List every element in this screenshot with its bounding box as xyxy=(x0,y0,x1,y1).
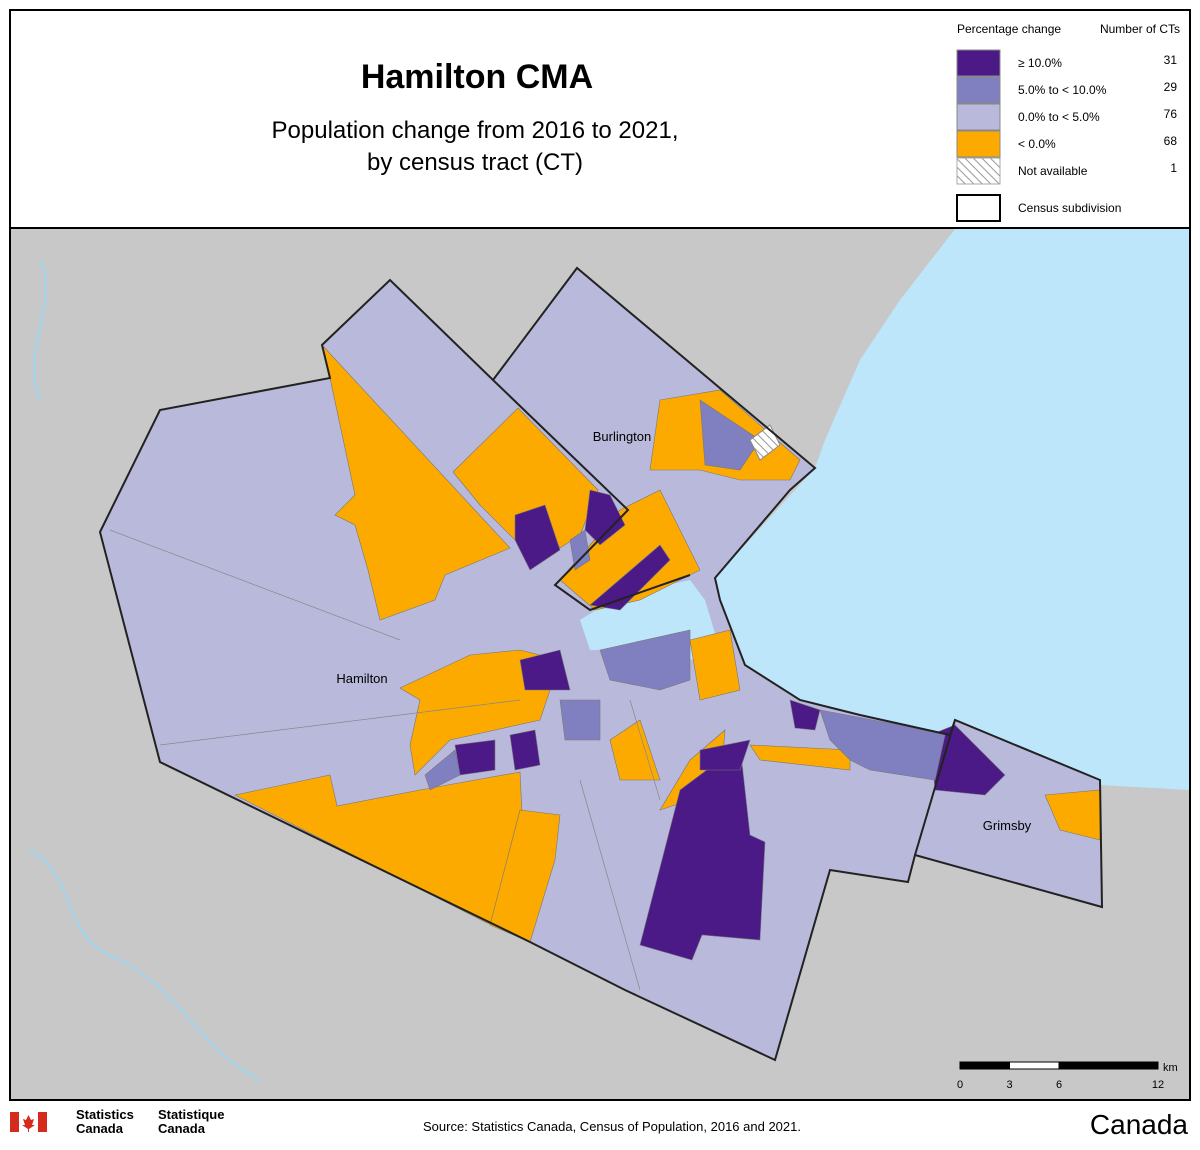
source-note: Source: Statistics Canada, Census of Pop… xyxy=(423,1119,801,1134)
census-tract xyxy=(454,739,496,776)
census-tract xyxy=(452,407,599,549)
flag xyxy=(10,1112,47,1132)
legend-label: ≥ 10.0% xyxy=(1018,56,1062,70)
census-tract xyxy=(509,729,541,771)
place-label: Grimsby xyxy=(983,818,1032,833)
legend-heading: Number of CTs xyxy=(1100,22,1180,36)
map-area xyxy=(11,229,1189,1099)
legend-swatch xyxy=(956,157,1001,185)
census-tract xyxy=(589,544,671,611)
legend-count: 68 xyxy=(1164,134,1178,148)
census-tract xyxy=(569,529,591,571)
scale-segment xyxy=(959,1061,1010,1070)
legend-label: < 0.0% xyxy=(1018,137,1056,151)
subtitle: Population change from 2016 to 2021, xyxy=(272,117,679,144)
legend-swatch xyxy=(956,194,1001,222)
place-label: Hamilton xyxy=(336,671,387,686)
legend-label: Not available xyxy=(1018,164,1088,178)
census-tract xyxy=(789,699,821,731)
scale-bar: 0 3 6 12 km xyxy=(957,1061,1178,1091)
legend-count: 1 xyxy=(1170,161,1177,175)
census-tract xyxy=(424,749,461,791)
agency-name: Canada xyxy=(158,1121,206,1136)
census-tract xyxy=(749,744,851,771)
census-tract xyxy=(514,504,561,571)
scale-label: 3 xyxy=(1006,1079,1012,1091)
legend-count: 76 xyxy=(1164,107,1178,121)
census-tract xyxy=(584,489,626,546)
legend-label: 5.0% to < 10.0% xyxy=(1018,83,1107,97)
scale-label: 12 xyxy=(1152,1079,1164,1091)
subtitle: by census tract (CT) xyxy=(367,149,583,176)
tract-boundary xyxy=(109,529,661,991)
agency-name: Canada xyxy=(76,1121,124,1136)
legend-label: Census subdivision xyxy=(1018,201,1121,215)
scale-segment xyxy=(1058,1061,1159,1070)
lake xyxy=(715,229,1189,790)
census-tract xyxy=(639,744,766,961)
census-tract xyxy=(819,709,946,781)
census-subdivision-boundary xyxy=(98,266,1104,1062)
census-tract xyxy=(559,699,601,741)
census-tract xyxy=(599,629,691,691)
census-tract xyxy=(559,489,701,611)
census-tract xyxy=(399,649,561,776)
census-tract xyxy=(689,629,741,701)
census-tract xyxy=(321,343,511,621)
legend-swatch xyxy=(956,103,1001,131)
title: Hamilton CMA xyxy=(361,58,593,96)
scale-segment xyxy=(1009,1061,1060,1070)
census-tract-not-available xyxy=(749,424,781,461)
legend-swatch xyxy=(956,130,1001,158)
legend-swatch xyxy=(956,76,1001,104)
scale-label: 6 xyxy=(1056,1079,1062,1091)
scale-unit: km xyxy=(1163,1062,1178,1074)
census-tract xyxy=(489,809,561,943)
legend-count: 31 xyxy=(1164,53,1178,67)
census-tract xyxy=(699,399,761,471)
census-tract xyxy=(519,649,571,691)
place-label: Burlington xyxy=(593,429,652,444)
scale-label: 0 xyxy=(957,1079,963,1091)
legend-label: 0.0% to < 5.0% xyxy=(1018,110,1100,124)
census-tract xyxy=(699,739,751,771)
wordmark: Canada xyxy=(1090,1109,1189,1140)
legend-heading: Percentage change xyxy=(957,22,1061,36)
agency-name: Statistique xyxy=(158,1107,224,1122)
legend-count: 29 xyxy=(1164,80,1178,94)
census-tract xyxy=(609,719,661,781)
legend: ≥ 10.0% 31 5.0% to < 10.0% 29 0.0% to < 5.0%… xyxy=(956,49,1178,222)
agency-name: Statistics xyxy=(76,1107,134,1122)
legend-swatch xyxy=(956,49,1001,77)
